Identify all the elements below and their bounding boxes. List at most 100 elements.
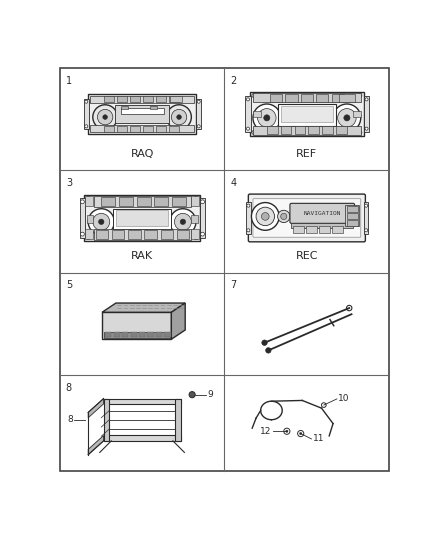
Bar	[139, 332, 145, 337]
Bar	[103, 126, 113, 132]
Bar	[120, 108, 164, 114]
Bar	[103, 435, 180, 441]
Text: RAQ: RAQ	[131, 149, 154, 159]
Bar	[322, 126, 333, 134]
Bar	[253, 111, 261, 117]
Text: 11: 11	[313, 434, 325, 443]
Circle shape	[321, 403, 326, 407]
Bar	[364, 202, 368, 234]
Bar	[90, 125, 194, 133]
Bar	[113, 332, 120, 337]
Polygon shape	[102, 312, 171, 339]
Circle shape	[344, 115, 350, 121]
Bar	[85, 229, 93, 239]
Bar	[122, 332, 128, 337]
Circle shape	[194, 235, 198, 239]
Circle shape	[365, 127, 368, 130]
Text: 12: 12	[260, 427, 272, 436]
Bar	[346, 205, 359, 227]
Circle shape	[364, 204, 367, 207]
Bar	[150, 106, 158, 109]
Bar	[336, 126, 347, 134]
Text: 2: 2	[231, 76, 237, 85]
Circle shape	[358, 131, 362, 134]
Circle shape	[346, 305, 352, 311]
Bar	[113, 209, 171, 229]
Bar	[170, 96, 182, 102]
Circle shape	[247, 229, 250, 232]
Bar	[156, 126, 166, 132]
Circle shape	[86, 196, 91, 201]
Bar	[306, 227, 317, 232]
Bar	[364, 95, 369, 133]
Circle shape	[338, 109, 356, 127]
Bar	[250, 92, 364, 136]
Circle shape	[247, 204, 250, 207]
Bar	[94, 196, 191, 207]
Bar	[316, 94, 328, 102]
Bar	[143, 96, 153, 102]
Circle shape	[298, 431, 304, 437]
Circle shape	[252, 94, 256, 98]
Bar	[294, 126, 305, 134]
Bar	[88, 94, 196, 134]
Bar	[96, 230, 108, 239]
Bar	[191, 196, 199, 206]
Circle shape	[252, 131, 256, 134]
Text: RAK: RAK	[131, 251, 153, 261]
Bar	[196, 99, 201, 130]
Circle shape	[256, 207, 275, 225]
Bar	[120, 106, 128, 109]
Bar	[332, 227, 343, 232]
Circle shape	[251, 203, 279, 230]
Bar	[191, 229, 199, 239]
Bar	[84, 99, 89, 130]
Text: 8: 8	[67, 415, 73, 424]
Circle shape	[86, 235, 91, 239]
Circle shape	[281, 213, 287, 220]
Circle shape	[93, 105, 117, 130]
Text: 8: 8	[66, 383, 72, 393]
Bar	[137, 197, 151, 206]
Bar	[145, 230, 157, 239]
Bar	[293, 227, 304, 232]
Circle shape	[201, 232, 205, 236]
Bar	[308, 126, 319, 134]
Bar	[112, 230, 124, 239]
Circle shape	[261, 213, 269, 220]
Bar	[85, 196, 93, 206]
Circle shape	[171, 109, 187, 125]
Bar	[117, 126, 127, 132]
Circle shape	[247, 98, 250, 101]
Bar	[267, 126, 278, 134]
Bar	[253, 126, 361, 135]
Bar	[130, 96, 140, 102]
Circle shape	[170, 209, 196, 235]
Circle shape	[247, 127, 250, 130]
Circle shape	[264, 115, 270, 121]
Bar	[116, 210, 168, 225]
Circle shape	[278, 210, 290, 223]
Circle shape	[300, 432, 302, 435]
Polygon shape	[88, 399, 103, 418]
Bar	[347, 206, 358, 212]
Circle shape	[365, 98, 368, 101]
Bar	[278, 104, 336, 126]
Circle shape	[197, 100, 200, 103]
Circle shape	[364, 229, 367, 232]
Circle shape	[177, 115, 181, 119]
Bar	[90, 95, 194, 103]
Bar	[175, 399, 180, 441]
Circle shape	[201, 200, 205, 204]
Circle shape	[284, 428, 290, 434]
Polygon shape	[88, 435, 103, 455]
Circle shape	[81, 232, 85, 236]
Text: 4: 4	[231, 178, 237, 188]
Bar	[347, 220, 358, 225]
Circle shape	[197, 125, 200, 128]
Bar	[319, 227, 330, 232]
Bar	[87, 215, 93, 223]
Bar	[143, 126, 153, 132]
Bar	[164, 332, 170, 337]
Text: 1: 1	[66, 76, 72, 85]
